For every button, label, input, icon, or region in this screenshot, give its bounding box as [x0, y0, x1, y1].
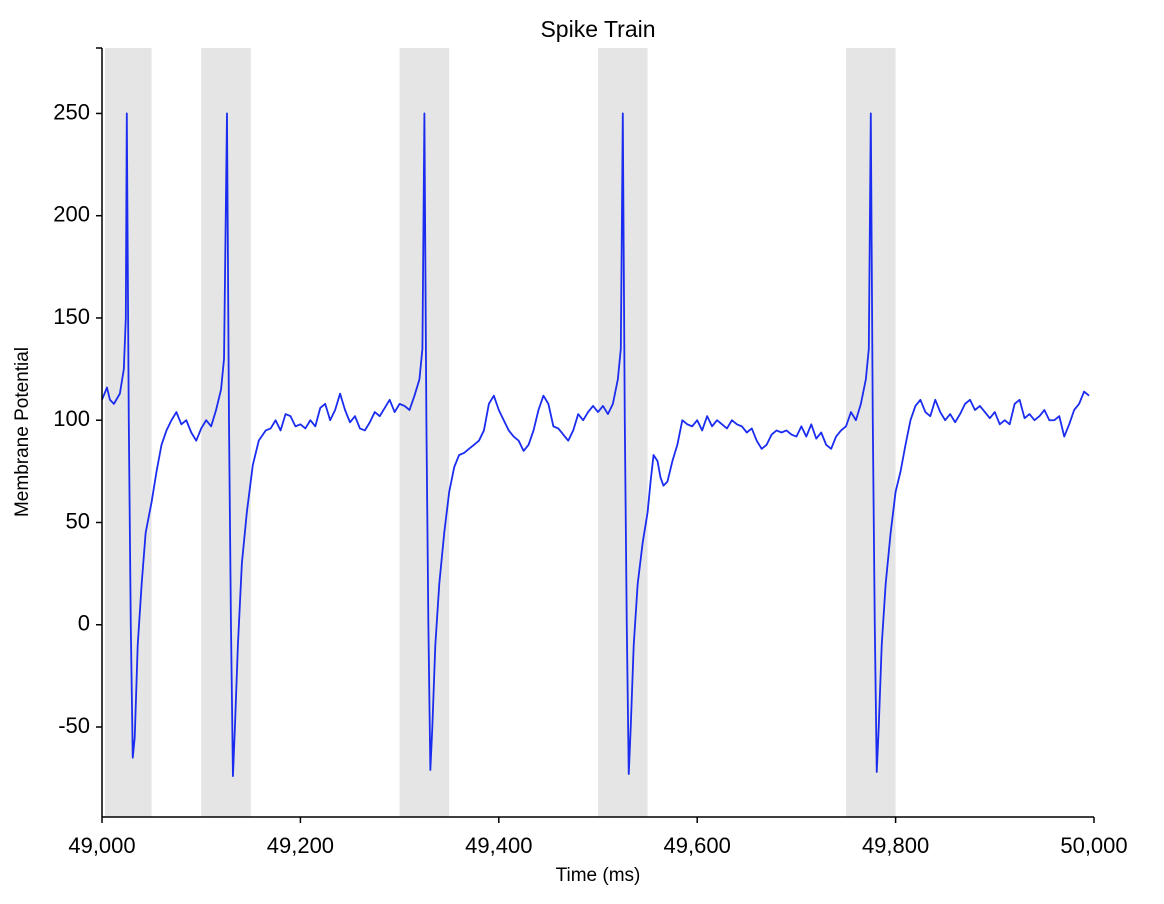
x-tick-label: 50,000 [1060, 833, 1127, 858]
y-axis-label: Membrane Potential [12, 347, 33, 517]
y-tick-label: 150 [53, 304, 90, 329]
x-axis-label: Time (ms) [556, 865, 641, 886]
x-tick-label: 49,800 [862, 833, 929, 858]
chart-title: Spike Train [540, 16, 655, 42]
x-tick-label: 49,000 [68, 833, 135, 858]
y-tick-label: 50 [66, 508, 90, 533]
y-tick-label: -50 [58, 713, 90, 738]
line-series [101, 112, 1090, 777]
x-tick-label: 49,200 [267, 833, 334, 858]
y-tick-label: 100 [53, 406, 90, 431]
y-tick-label: 200 [53, 202, 90, 227]
x-tick-label: 49,600 [664, 833, 731, 858]
y-tick-label: 250 [53, 99, 90, 124]
x-tick-label: 49,400 [465, 833, 532, 858]
y-tick-label: 0 [78, 611, 90, 636]
